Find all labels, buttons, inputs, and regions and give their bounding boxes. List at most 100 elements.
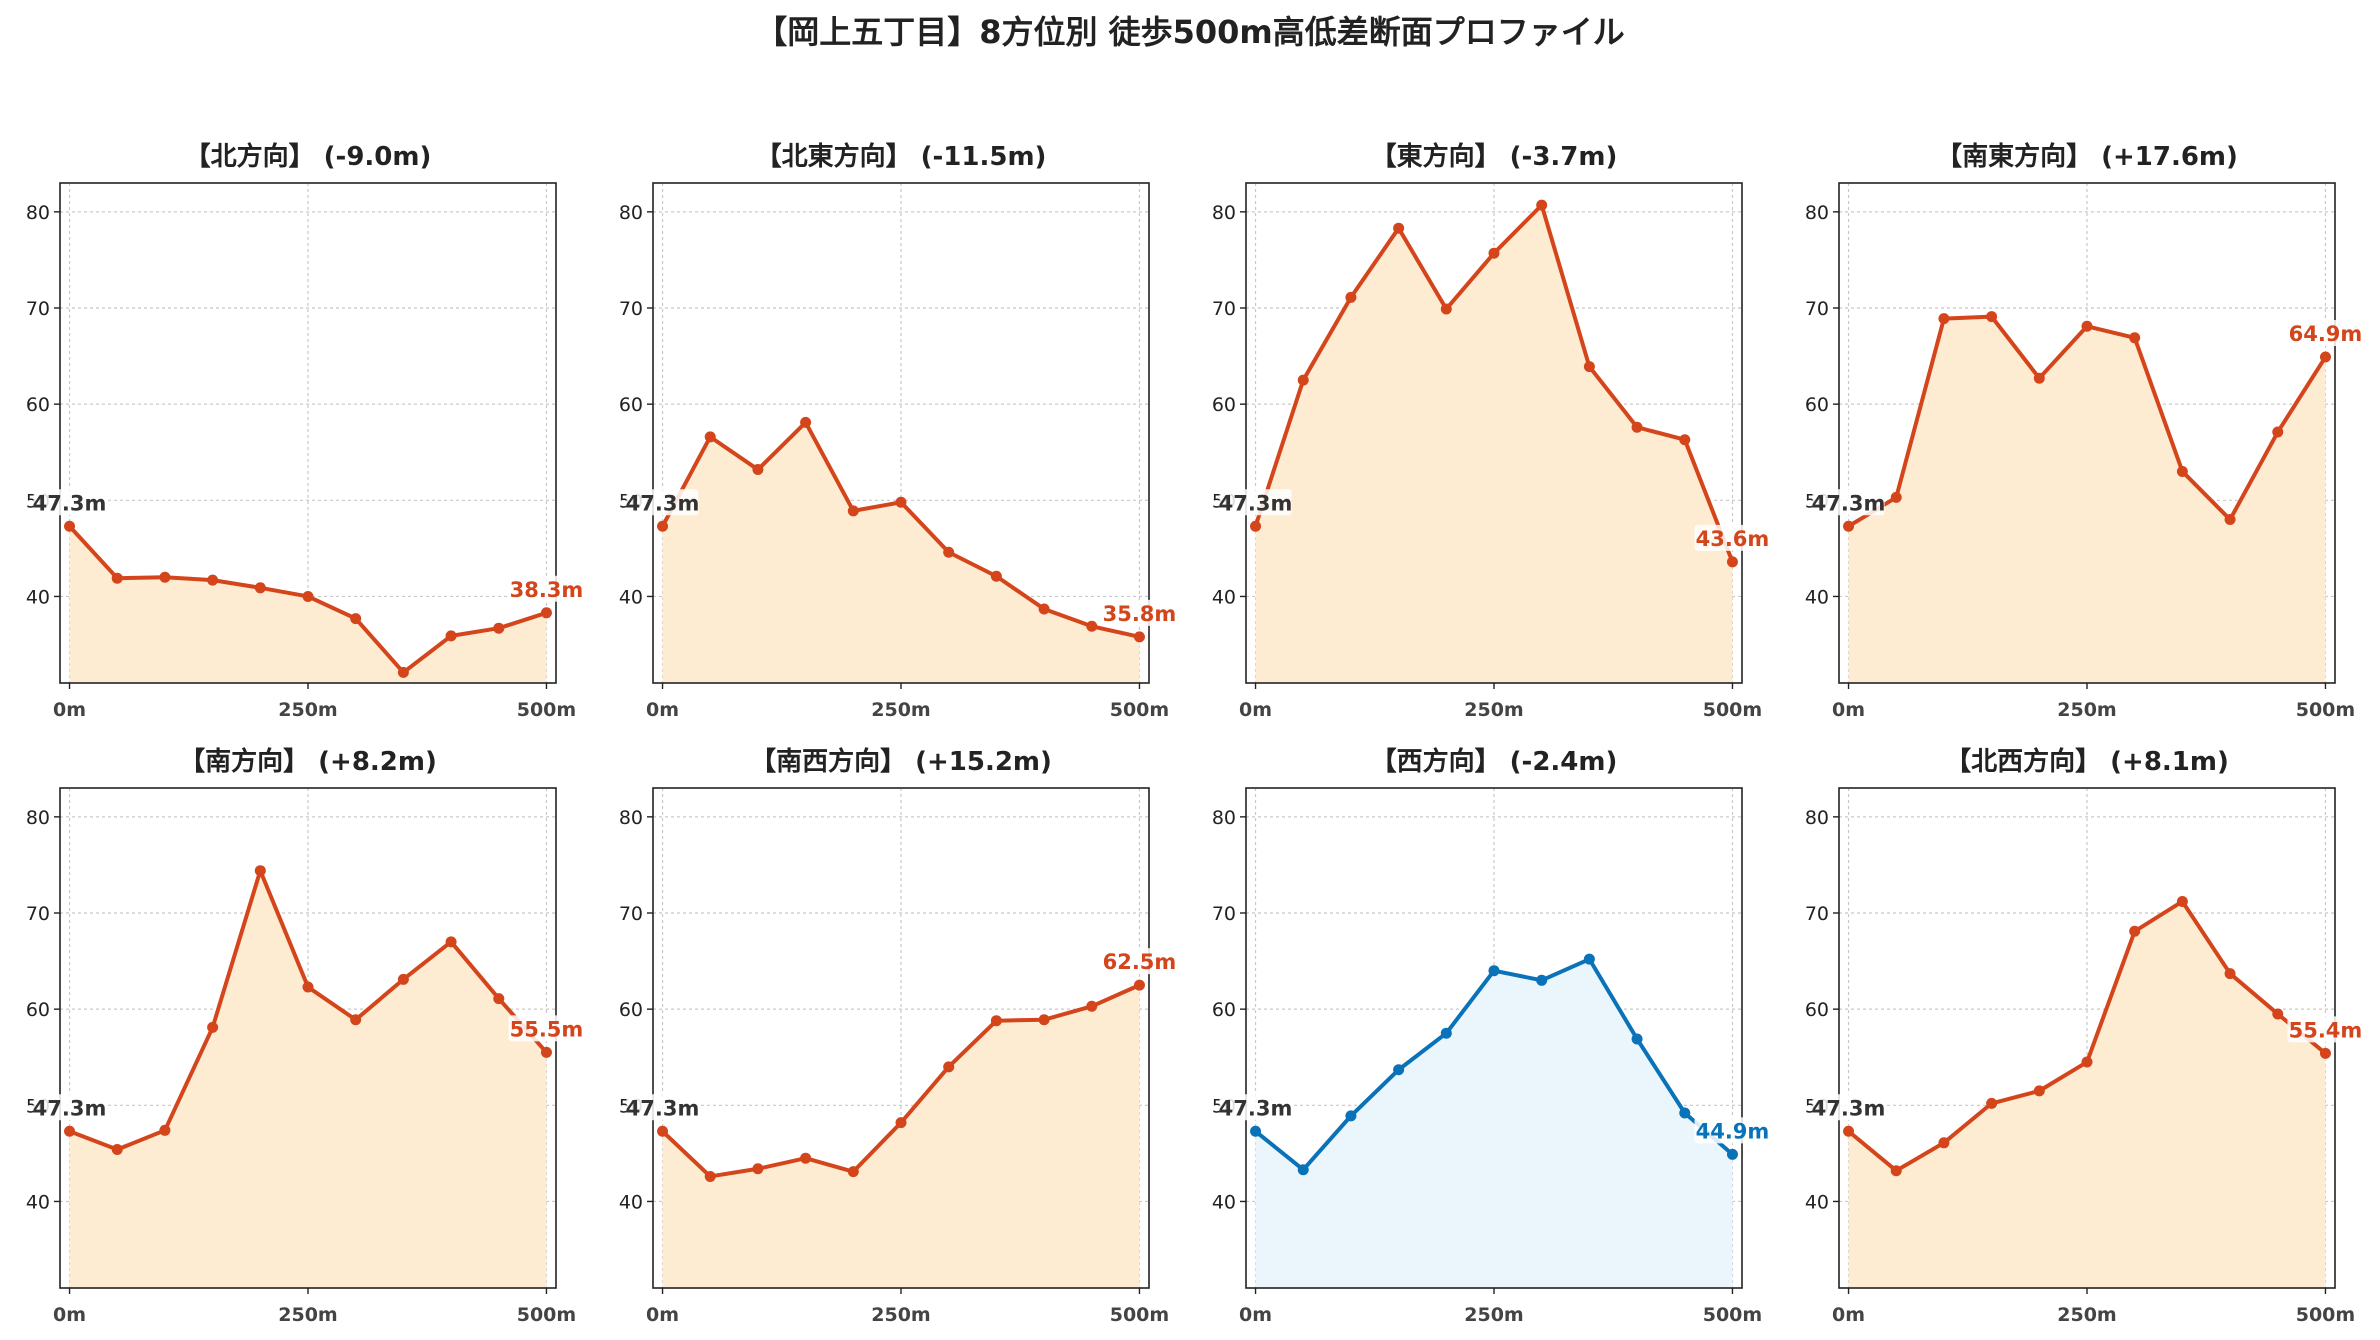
end-elevation-label: 38.3m — [510, 578, 584, 602]
y-tick-label: 80 — [619, 807, 643, 829]
end-label-bg — [2287, 1016, 2364, 1043]
profile-panel: 40506070800m250m500m【北東方向】 (-11.5m)47.3m… — [619, 141, 1178, 721]
profile-area — [69, 870, 547, 1288]
profile-point — [1726, 556, 1738, 568]
start-elevation-label: 47.3m — [626, 1096, 700, 1120]
profile-point — [350, 1014, 362, 1026]
profile-point — [2081, 1056, 2093, 1068]
profile-area — [662, 985, 1140, 1288]
profile-point — [1038, 603, 1050, 615]
profile-point — [895, 1117, 907, 1129]
profile-point — [1297, 1164, 1309, 1176]
profile-point — [445, 630, 457, 642]
profile-panel: 40506070800m250m500m【北方向】 (-9.0m)47.3m38… — [26, 141, 585, 721]
x-tick-label: 250m — [278, 1304, 337, 1326]
profile-point — [254, 582, 266, 594]
x-tick-label: 500m — [1110, 699, 1169, 721]
profile-point — [2224, 514, 2236, 526]
profile-panel: 40506070800m250m500m【東方向】 (-3.7m)47.3m43… — [1212, 141, 1771, 721]
start-elevation-label: 47.3m — [1812, 1096, 1886, 1120]
profile-point — [2224, 968, 2236, 980]
profile-point — [1440, 1027, 1452, 1039]
x-tick-label: 500m — [1703, 1304, 1762, 1326]
profile-point — [2129, 332, 2141, 344]
start-label-bg — [1219, 489, 1292, 516]
profile-point — [540, 607, 552, 619]
panel-title: 【北方向】 (-9.0m) — [185, 141, 432, 172]
profile-point — [1345, 291, 1357, 303]
end-label-bg — [1101, 599, 1178, 626]
profile-point — [657, 520, 669, 532]
x-tick-label: 0m — [1832, 699, 1865, 721]
y-tick-label: 80 — [1805, 202, 1829, 224]
panel-title: 【東方向】 (-3.7m) — [1371, 141, 1618, 172]
end-label-bg — [1694, 524, 1771, 551]
y-tick-label: 80 — [1212, 807, 1236, 829]
profile-point — [1890, 491, 1902, 503]
x-tick-label: 500m — [2296, 699, 2355, 721]
end-label-bg — [1694, 1117, 1771, 1144]
y-tick-label: 60 — [1212, 394, 1236, 416]
profile-point — [397, 666, 409, 678]
x-tick-label: 250m — [2057, 699, 2116, 721]
x-tick-label: 0m — [1239, 699, 1272, 721]
start-elevation-label: 47.3m — [626, 491, 700, 515]
profile-point — [1440, 303, 1452, 315]
y-tick-label: 60 — [26, 394, 50, 416]
y-tick-label: 70 — [1212, 903, 1236, 925]
start-label-bg — [1812, 1094, 1885, 1121]
profile-point — [2033, 372, 2045, 384]
x-tick-label: 0m — [1832, 1304, 1865, 1326]
profile-point — [1679, 434, 1691, 446]
x-tick-label: 0m — [646, 699, 679, 721]
profile-point — [111, 572, 123, 584]
profile-point — [1631, 421, 1643, 433]
profile-point — [895, 496, 907, 508]
profile-point — [1250, 520, 1262, 532]
start-label-bg — [626, 1094, 699, 1121]
y-tick-label: 60 — [1212, 999, 1236, 1021]
profile-point — [2319, 1047, 2331, 1059]
profile-point — [990, 1015, 1002, 1027]
profile-point — [1086, 1000, 1098, 1012]
y-tick-label: 40 — [619, 1191, 643, 1213]
profile-area — [1848, 316, 2326, 683]
end-label-bg — [1101, 948, 1178, 975]
profile-point — [1843, 1125, 1855, 1137]
x-tick-label: 250m — [871, 699, 930, 721]
profile-point — [990, 570, 1002, 582]
profile-area — [1255, 205, 1733, 683]
y-tick-label: 40 — [26, 1191, 50, 1213]
profile-point — [1583, 361, 1595, 373]
start-elevation-label: 47.3m — [1219, 491, 1293, 515]
profile-point — [159, 1124, 171, 1136]
profile-point — [302, 590, 314, 602]
y-tick-label: 70 — [26, 298, 50, 320]
x-tick-label: 500m — [1110, 1304, 1169, 1326]
y-tick-label: 40 — [1805, 586, 1829, 608]
profile-point — [1488, 247, 1500, 259]
profile-point — [2129, 925, 2141, 937]
y-tick-label: 80 — [1212, 202, 1236, 224]
profile-area — [69, 526, 547, 683]
y-tick-label: 60 — [1805, 999, 1829, 1021]
y-tick-label: 60 — [26, 999, 50, 1021]
x-tick-label: 250m — [2057, 1304, 2116, 1326]
y-tick-label: 70 — [619, 298, 643, 320]
x-tick-label: 500m — [2296, 1304, 2355, 1326]
panel-title: 【西方向】 (-2.4m) — [1371, 746, 1618, 777]
profile-point — [704, 431, 716, 443]
profile-point — [1393, 222, 1405, 234]
profile-point — [1679, 1107, 1691, 1119]
profile-point — [445, 936, 457, 948]
profile-point — [1250, 1125, 1262, 1137]
profile-point — [2176, 465, 2188, 477]
profile-point — [2081, 320, 2093, 332]
profile-panel: 40506070800m250m500m【南方向】 (+8.2m)47.3m55… — [26, 746, 585, 1326]
profile-point — [64, 1125, 76, 1137]
y-tick-label: 80 — [26, 807, 50, 829]
profile-point — [1536, 199, 1548, 211]
profile-point — [704, 1170, 716, 1182]
profile-point — [1583, 953, 1595, 965]
